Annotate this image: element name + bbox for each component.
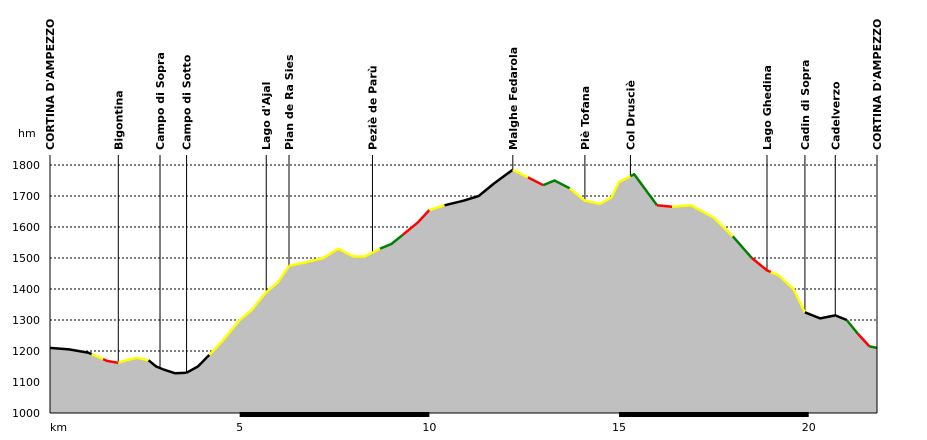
- profile-segment-gentle: [117, 356, 149, 364]
- y-tick-label: 1600: [12, 221, 40, 234]
- waypoint-label: Piè Tofana: [579, 86, 592, 150]
- y-tick-label: 1100: [12, 376, 40, 389]
- profile-segment-gentle: [512, 168, 529, 179]
- profile-segment-moderate: [731, 235, 753, 259]
- waypoint-label: Campo di Sopra: [154, 52, 167, 150]
- profile-segment-gentle: [91, 352, 104, 361]
- profile-segment-moderate: [379, 233, 404, 250]
- x-tick-label: 20: [802, 421, 816, 434]
- profile-segment-steep: [656, 204, 673, 209]
- y-tick-label: 1400: [12, 283, 40, 296]
- waypoint-label: Malghe Fedarola: [507, 47, 520, 150]
- profile-segment-gentle: [568, 175, 631, 206]
- waypoint-label: Col Drusciè: [624, 80, 637, 150]
- profile-segment-steep: [751, 257, 772, 274]
- x-axis-unit-label: km: [50, 421, 67, 434]
- profile-area: [50, 169, 877, 413]
- profile-segment-steep: [857, 333, 871, 348]
- profile-segment-moderate: [542, 179, 571, 190]
- waypoint-label: Cadin di Sopra: [799, 60, 812, 150]
- profile-segment-steep: [402, 209, 431, 236]
- y-tick-label: 1300: [12, 314, 40, 327]
- waypoint-label: CORTINA D'AMPEZZO: [44, 19, 57, 150]
- profile-segment-flat: [444, 168, 514, 207]
- km-scale-block: [239, 412, 430, 417]
- waypoint-label: Peziè de Parù: [366, 65, 379, 150]
- y-tick-label: 1200: [12, 345, 40, 358]
- y-tick-label: 1800: [12, 159, 40, 172]
- profile-segment-gentle: [208, 265, 291, 356]
- elevation-area: [50, 169, 877, 413]
- x-tick-label: 15: [612, 421, 626, 434]
- waypoint-label: CORTINA D'AMPEZZO: [871, 19, 884, 150]
- profile-segment-moderate: [629, 173, 659, 207]
- y-tick-label: 1000: [12, 407, 40, 420]
- y-tick-label: 1700: [12, 190, 40, 203]
- waypoint-label: Lago Ghedina: [761, 65, 774, 150]
- x-tick-label: 10: [422, 421, 436, 434]
- x-tick-label: 5: [236, 421, 243, 434]
- profile-segment-gentle: [672, 204, 734, 238]
- profile-segment-gentle: [288, 247, 381, 268]
- profile-segment-gentle: [429, 204, 445, 212]
- profile-segment-flat: [49, 346, 93, 356]
- y-tick-label: 1500: [12, 252, 40, 265]
- profile-segment-steep: [527, 176, 544, 187]
- profile-segment-flat: [147, 359, 187, 375]
- profile-segment-gentle: [770, 270, 807, 313]
- profile-segment-flat: [185, 354, 211, 374]
- waypoint-label: Pian de Ra Sies: [283, 54, 296, 150]
- km-scale-block: [619, 412, 809, 417]
- profile-line: [49, 168, 878, 375]
- profile-segment-steep: [102, 357, 119, 365]
- waypoint-label: Cadelverzo: [829, 81, 842, 150]
- y-axis-unit-label: hm: [18, 127, 36, 140]
- waypoint-labels: CORTINA D'AMPEZZO Bigontina Campo di Sopra…: [44, 19, 884, 150]
- profile-segment-moderate: [869, 345, 878, 350]
- waypoint-label: Lago d'Ajal: [260, 82, 273, 150]
- axes: 1000 1100 1200 1300 1400 1500 1600 1700 1800 hm km…: [12, 127, 878, 434]
- waypoint-label: Campo di Sotto: [181, 54, 194, 150]
- waypoint-label: Bigontina: [112, 90, 125, 150]
- profile-segment-moderate: [845, 319, 859, 335]
- profile-segment-flat: [804, 311, 848, 322]
